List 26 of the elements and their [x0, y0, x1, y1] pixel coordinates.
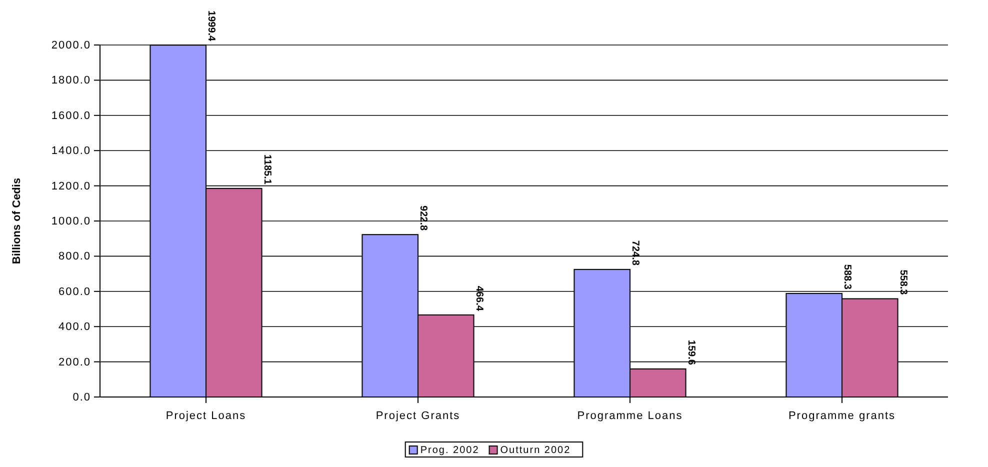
- data-label: 1999.4: [206, 10, 216, 42]
- y-tick-label: 1200.0: [51, 180, 91, 192]
- legend-label: Outturn 2002: [500, 445, 571, 456]
- data-label: 724.8: [630, 240, 640, 266]
- y-tick-label: 200.0: [58, 356, 91, 368]
- data-label: 1185.1: [261, 154, 272, 185]
- y-tick-label: 400.0: [58, 321, 91, 334]
- y-tick-label: 1400.0: [51, 145, 91, 158]
- y-axis-title: Billions of Cedis: [11, 178, 23, 264]
- data-label: 558.3: [897, 270, 908, 296]
- data-label: 466.4: [473, 286, 484, 312]
- legend-label: Prog. 2002: [420, 445, 480, 456]
- y-tick-label: 1000.0: [51, 216, 91, 228]
- data-label: 922.8: [418, 206, 428, 232]
- y-tick-label: 0.0: [72, 392, 91, 404]
- x-tick-label: Programme grants: [788, 410, 896, 422]
- y-tick-label: 800.0: [58, 250, 91, 263]
- x-tick-label: Programme Loans: [577, 410, 683, 422]
- data-label: 588.3: [842, 264, 852, 290]
- y-tick-label: 1800.0: [51, 74, 91, 87]
- x-tick-label: Project Loans: [166, 410, 246, 422]
- data-label: 159.6: [685, 340, 696, 366]
- y-tick-label: 600.0: [58, 286, 91, 298]
- y-tick-label: 2000.0: [51, 40, 91, 52]
- x-tick-label: Project Grants: [376, 410, 460, 422]
- y-tick-label: 1600.0: [51, 110, 91, 122]
